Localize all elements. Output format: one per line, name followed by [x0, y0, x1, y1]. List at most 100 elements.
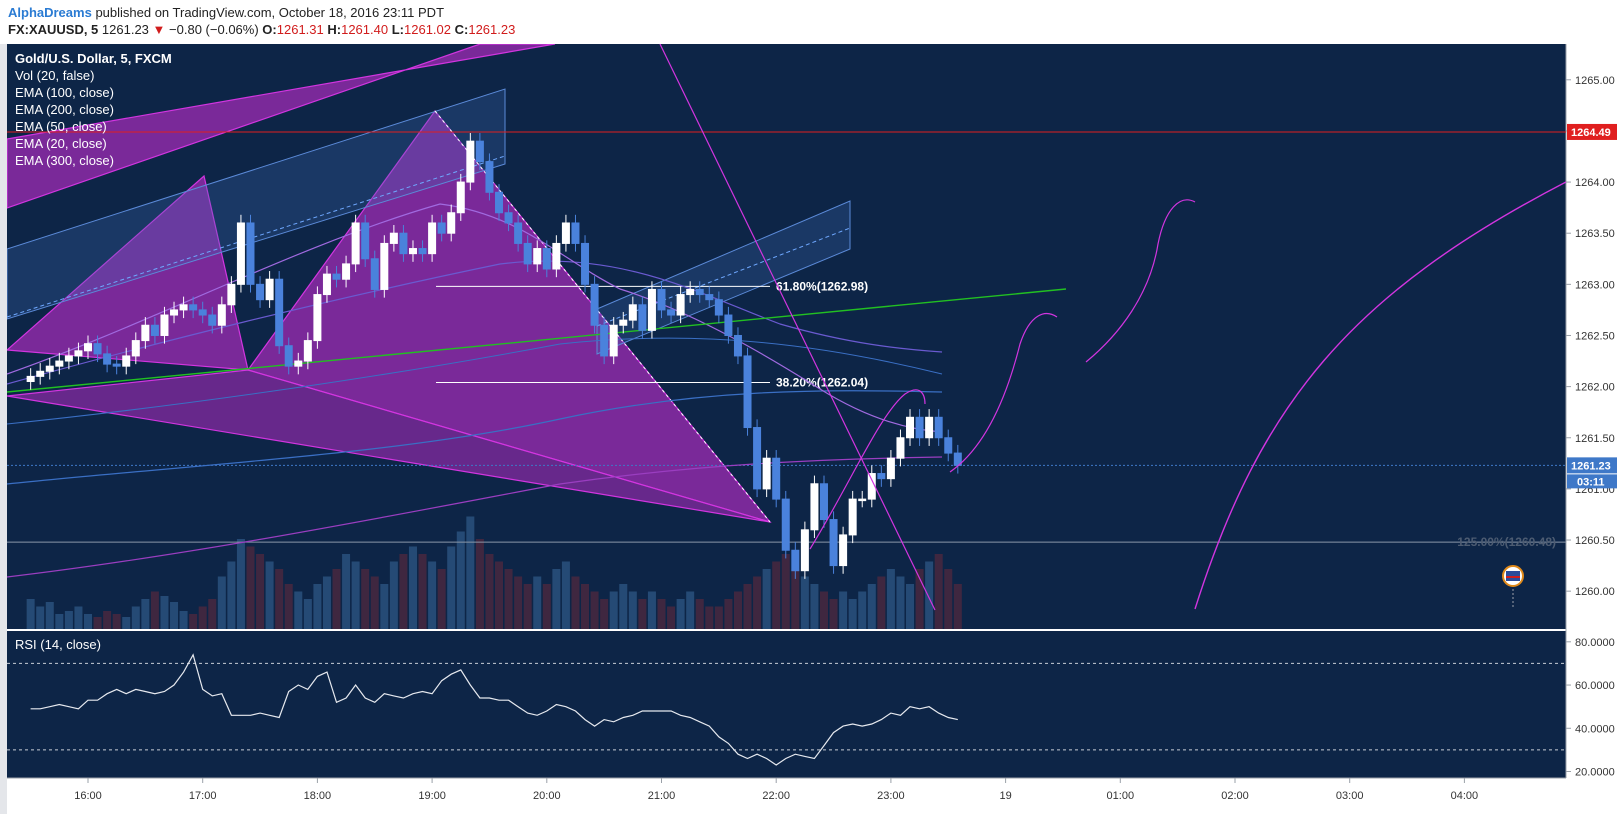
- candle-body: [294, 360, 303, 367]
- volume-bar: [170, 602, 179, 629]
- volume-bar: [877, 576, 886, 629]
- legend-indicator[interactable]: EMA (20, close): [15, 136, 107, 151]
- candle-body: [418, 248, 427, 255]
- candle-body: [466, 140, 475, 183]
- candles: [26, 132, 962, 579]
- candle-body: [561, 222, 570, 244]
- rsi-pane[interactable]: [7, 631, 1566, 778]
- volume-bar: [93, 617, 102, 629]
- candle-body: [934, 416, 943, 439]
- legend-indicator[interactable]: EMA (100, close): [15, 85, 114, 100]
- volume-bar: [829, 599, 838, 629]
- price-axis[interactable]: [1566, 44, 1623, 778]
- rsi-ticks: 80.0000 60.0000 40.0000 20.0000: [1566, 637, 1615, 779]
- volume-bar: [533, 576, 542, 629]
- legend-indicator[interactable]: EMA (50, close): [15, 119, 107, 134]
- candle-body: [944, 437, 953, 454]
- volume-bar: [781, 554, 790, 629]
- candle-body: [523, 242, 532, 265]
- candle-body: [208, 314, 217, 326]
- volume-bar: [131, 606, 140, 629]
- candle-body: [26, 375, 35, 382]
- candle-body: [303, 340, 312, 362]
- volume-bar: [370, 576, 379, 629]
- candle-body: [332, 273, 341, 280]
- price-chart[interactable]: 61.80%(1262.98) 38.20%(1262.04) 125.00%(12…: [0, 44, 1623, 814]
- volume-bar: [896, 576, 905, 629]
- candle-body: [829, 519, 838, 567]
- candle-body: [45, 365, 54, 372]
- event-flag-icon[interactable]: [1502, 565, 1524, 609]
- high-value: 1261.40: [341, 22, 389, 37]
- low-label: L:: [391, 22, 404, 37]
- volume-bar: [418, 554, 427, 629]
- candle-body: [399, 232, 408, 255]
- candle-body: [112, 363, 121, 367]
- volume-bar: [915, 569, 924, 629]
- volume-bar: [361, 569, 370, 629]
- ohlc-line: FX:XAUUSD, 5 1261.23 ▼ −0.80 (−0.06%) O:…: [8, 22, 515, 37]
- price-tick-label: 1260.50: [1575, 535, 1615, 547]
- candle-body: [437, 222, 446, 234]
- down-arrow-icon: ▼: [152, 22, 166, 37]
- time-tick-label: 04:00: [1451, 790, 1479, 802]
- time-axis[interactable]: [7, 778, 1623, 814]
- candle-body: [686, 288, 695, 296]
- chart-header: AlphaDreams published on TradingView.com…: [0, 0, 1623, 44]
- volume-bar: [64, 611, 73, 629]
- time-tick-label: 03:00: [1336, 790, 1364, 802]
- volume-bar: [74, 606, 83, 629]
- price-badges: 1264.49 1261.23 03:11: [1567, 123, 1617, 489]
- candle-body: [800, 529, 809, 572]
- candle-body: [131, 340, 140, 357]
- volume-bar: [45, 602, 54, 629]
- candle-body: [791, 549, 800, 572]
- volume-bar: [628, 591, 637, 629]
- volume-bar: [791, 569, 800, 629]
- legend-indicator[interactable]: EMA (300, close): [15, 153, 114, 168]
- countdown-label: 03:11: [1577, 476, 1605, 488]
- candle-body: [647, 288, 656, 331]
- volume-bar: [36, 606, 45, 629]
- candle-body: [609, 324, 618, 357]
- volume-bar: [389, 561, 398, 629]
- high-label: H:: [327, 22, 342, 37]
- volume-bar: [925, 561, 934, 629]
- legend-indicator[interactable]: Vol (20, false): [15, 68, 95, 83]
- volume-bar: [600, 599, 609, 629]
- symbol-label: FX:XAUUSD, 5: [8, 22, 99, 37]
- candle-body: [380, 242, 389, 290]
- volume-bar: [303, 599, 312, 629]
- volume-bar: [714, 606, 723, 629]
- candle-body: [408, 248, 417, 255]
- volume-bar: [886, 569, 895, 629]
- volume-bar: [26, 599, 35, 629]
- candle-body: [906, 416, 915, 439]
- author-link[interactable]: AlphaDreams: [8, 5, 92, 20]
- volume-bar: [514, 576, 523, 629]
- price-badge: [1567, 123, 1617, 140]
- volume-bar: [189, 614, 198, 629]
- time-tick-label: 01:00: [1107, 790, 1135, 802]
- volume-bar: [122, 617, 131, 629]
- volume-bar: [571, 576, 580, 629]
- volume-bar: [676, 599, 685, 629]
- candle-body: [170, 309, 179, 316]
- volume-bar: [236, 539, 245, 629]
- candle-body: [74, 350, 83, 357]
- candle-body: [227, 283, 236, 306]
- indicator-legend[interactable]: Gold/U.S. Dollar, 5, FXCM Vol (20, false…: [15, 51, 172, 168]
- volume-bar: [322, 576, 331, 629]
- volume-bar: [705, 606, 714, 629]
- rsi-tick-label: 60.0000: [1575, 680, 1615, 692]
- candle-body: [896, 437, 905, 459]
- volume-bar: [753, 576, 762, 629]
- volume-bar: [934, 554, 943, 629]
- volume-bar: [667, 606, 676, 629]
- volume-bar: [819, 591, 828, 629]
- candle-body: [533, 248, 542, 265]
- volume-bar: [84, 614, 92, 629]
- volume-bar: [265, 561, 274, 629]
- volume-bar: [275, 569, 284, 629]
- legend-indicator[interactable]: EMA (200, close): [15, 102, 114, 117]
